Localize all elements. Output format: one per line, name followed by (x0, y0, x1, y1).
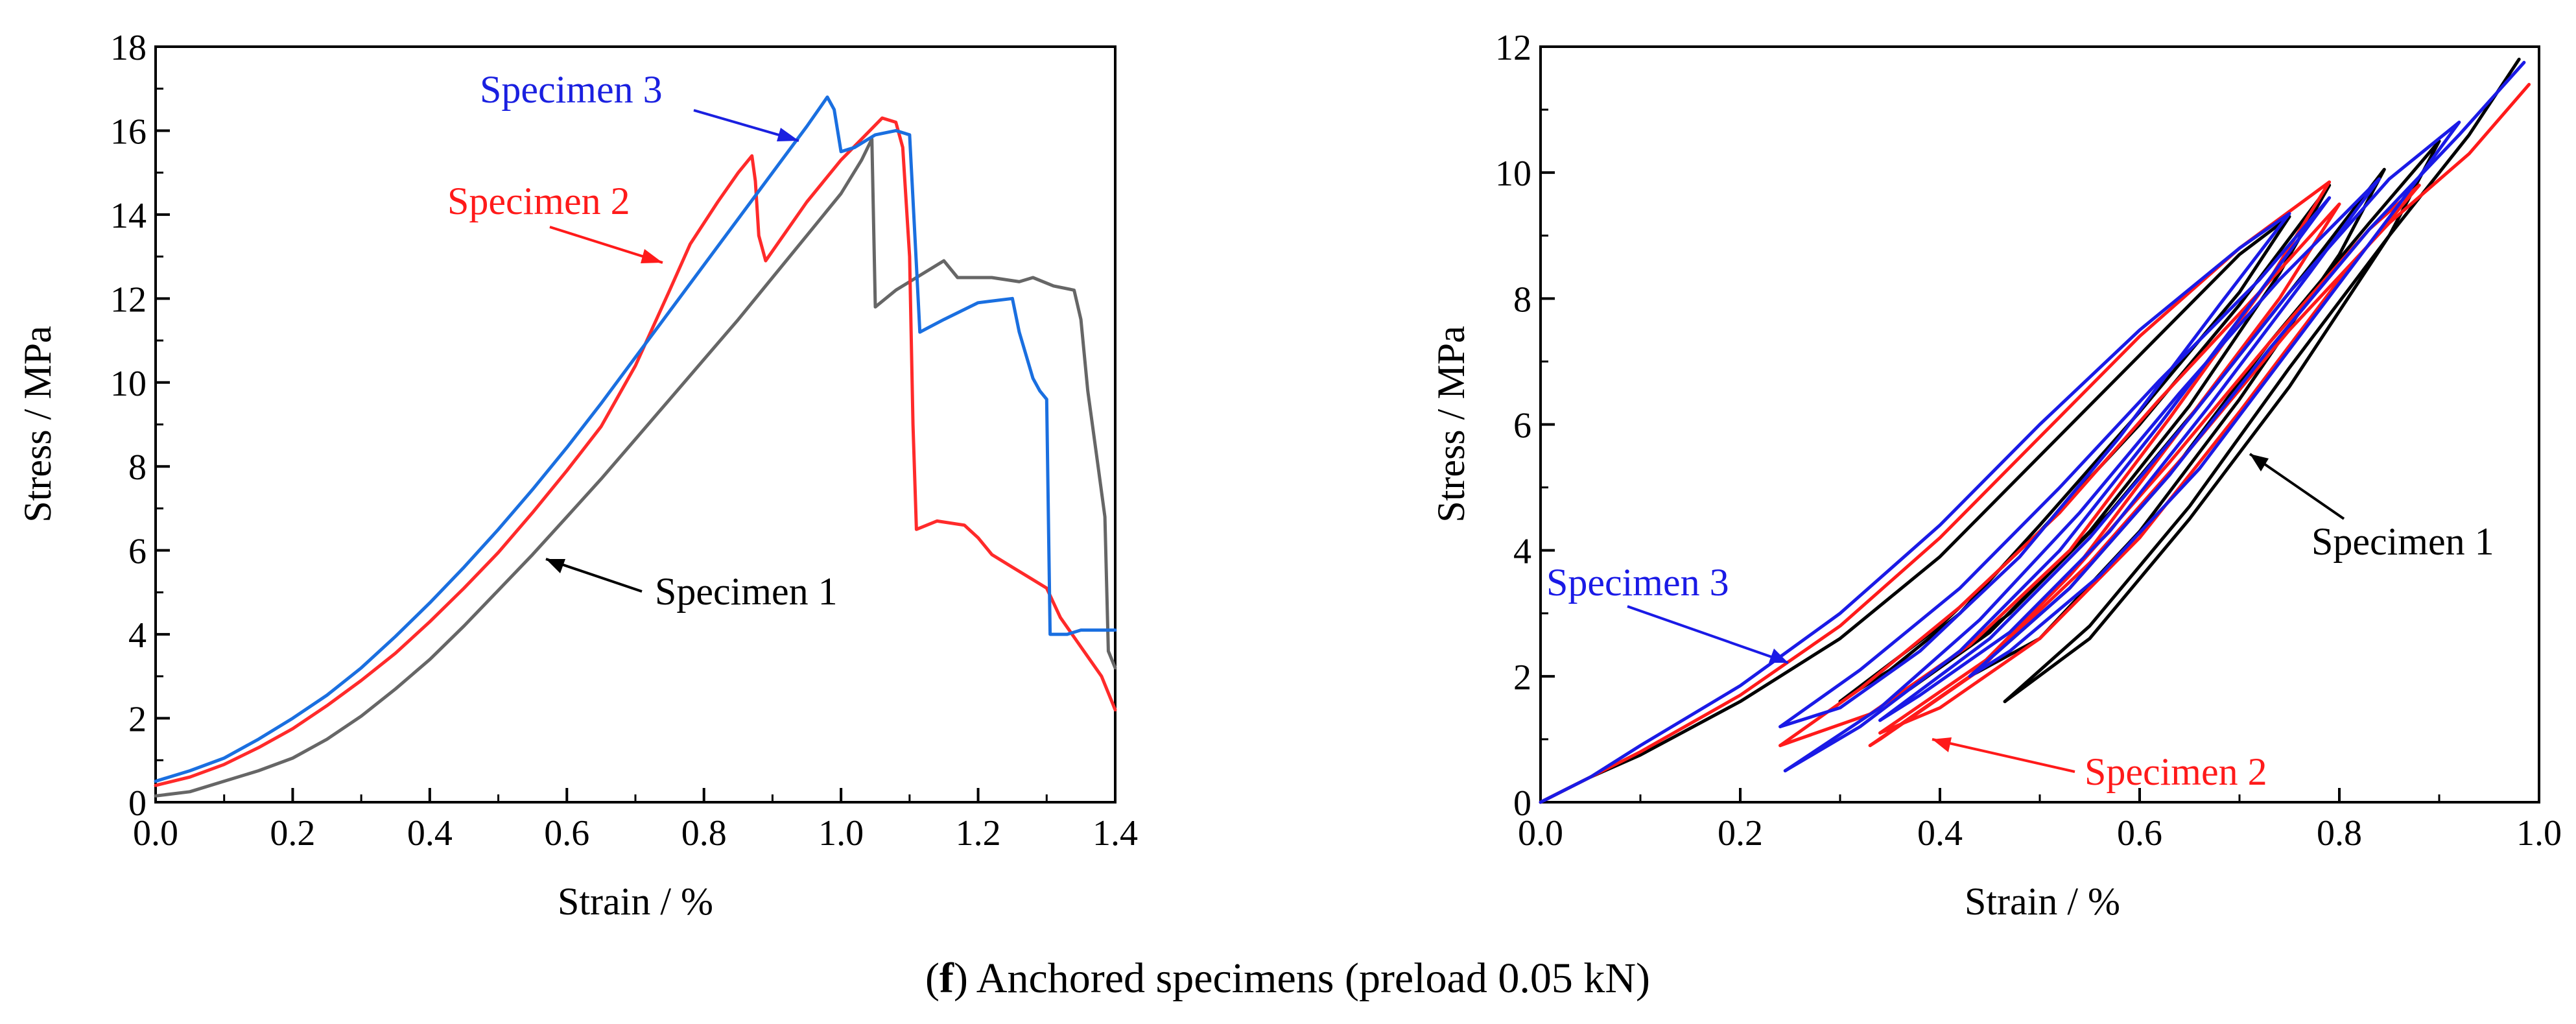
left-series-specimen-2 (154, 116, 1117, 787)
right-series-specimen-1-cycle-5 (2003, 57, 2521, 704)
left-y-tick-label: 8 (128, 447, 147, 488)
right-axis-ticks: 0.0 0.2 0.4 0.6 0.8 1.0 0 2 4 6 8 10 12 (1495, 28, 2562, 853)
right-x-tick-label: 0.6 (2117, 813, 2162, 853)
left-x-tick-label: 0.0 (133, 813, 178, 853)
left-plot-frame (154, 45, 1117, 804)
right-series-specimen-2-cycle-1 (1539, 180, 2332, 804)
left-y-tick-label: 2 (128, 700, 147, 740)
right-series-specimen-3-cycle-3 (1783, 177, 2381, 772)
left-y-tick-label: 4 (128, 615, 147, 656)
right-y-tick-label: 6 (1513, 406, 1531, 446)
right-y-axis-title: Stress / MPa (1430, 326, 1472, 522)
right-y-tick-label: 10 (1495, 154, 1531, 194)
right-x-tick-label: 0.2 (1718, 813, 1763, 853)
right-arrow-specimen-3 (1627, 605, 1789, 664)
right-y-tick-label: 12 (1495, 28, 1531, 68)
left-y-tick-label: 0 (128, 783, 147, 824)
right-series-specimen-2-cycle-3 (1868, 184, 2421, 748)
left-y-tick-label: 18 (110, 28, 147, 68)
right-series-specimen-3-cycle-5 (1968, 60, 2526, 678)
right-series-specimen-2-cycle-4 (1878, 82, 2531, 735)
figure-caption: (f) Anchored specimens (preload 0.05 kN) (925, 955, 1650, 1002)
left-arrowhead-specimen-3 (777, 128, 799, 141)
left-y-tick-label: 14 (110, 196, 147, 236)
right-x-axis-title: Strain / % (1965, 880, 2120, 923)
right-series-specimen-3-cycle-4 (1878, 121, 2461, 722)
right-arrow-specimen-1 (2249, 453, 2345, 520)
caption-prefix: ( (925, 955, 939, 1002)
right-arrowhead-specimen-1 (2250, 454, 2269, 471)
right-chart: 0.0 0.2 0.4 0.6 0.8 1.0 0 2 4 6 8 10 12 Strain / % S… (1430, 28, 2562, 923)
left-x-axis-title: Strain / % (558, 880, 713, 923)
right-series-specimen-1-cycle-2 (1838, 184, 2332, 704)
right-x-tick-label: 1.0 (2516, 813, 2562, 853)
left-x-tick-label: 0.2 (270, 813, 315, 853)
right-series-group (1539, 57, 2531, 804)
left-annotation-specimen-3: Specimen 3 (480, 68, 663, 111)
left-x-tick-label: 0.8 (681, 813, 727, 853)
right-y-tick-label: 4 (1513, 532, 1531, 572)
caption-text: ) Anchored specimens (preload 0.05 kN) (954, 955, 1650, 1002)
right-arrow-specimen-2 (1932, 738, 2075, 773)
left-x-tick-label: 0.6 (544, 813, 589, 853)
caption-letter: f (939, 955, 954, 1002)
left-y-tick-label: 6 (128, 532, 147, 572)
left-x-tick-label: 1.4 (1093, 813, 1138, 853)
right-y-tick-label: 0 (1513, 783, 1531, 824)
left-y-axis-title: Stress / MPa (16, 326, 59, 522)
left-series-group (154, 95, 1117, 798)
left-series-specimen-1 (154, 137, 1117, 798)
right-arrowhead-specimen-2 (1932, 737, 1952, 752)
right-series-specimen-3-cycle-2 (1778, 196, 2332, 772)
right-series-specimen-3-cycle-1 (1539, 211, 2291, 804)
left-chart: 0.0 0.2 0.4 0.6 0.8 1.0 1.2 1.4024681012141618 … (16, 28, 1138, 923)
right-annotation-specimen-2: Specimen 2 (2085, 750, 2267, 793)
right-arrowhead-specimen-3 (1769, 649, 1788, 663)
right-x-tick-label: 0.0 (1518, 813, 1563, 853)
right-y-tick-label: 2 (1513, 658, 1531, 698)
left-x-tick-label: 0.4 (407, 813, 453, 853)
left-series-specimen-3 (154, 95, 1117, 783)
right-y-tick-label: 8 (1513, 280, 1531, 320)
left-y-tick-label: 12 (110, 280, 147, 320)
left-arrowhead-specimen-1 (546, 559, 565, 573)
right-annotation-specimen-3: Specimen 3 (1546, 561, 1729, 604)
left-x-tick-label: 1.0 (818, 813, 864, 853)
left-y-tick-label: 16 (110, 112, 147, 152)
right-x-tick-label: 0.4 (1917, 813, 1963, 853)
left-arrowhead-specimen-2 (641, 249, 663, 263)
left-x-tick-label: 1.2 (956, 813, 1001, 853)
left-axis-ticks: 0.0 0.2 0.4 0.6 0.8 1.0 1.2 1.4 0 2 4 6 8 10 12 14 16 18 (110, 28, 1138, 853)
right-x-tick-label: 0.8 (2317, 813, 2362, 853)
left-y-tick-label: 10 (110, 364, 147, 404)
left-annotation-specimen-2: Specimen 2 (447, 180, 630, 222)
left-annotation-specimen-1: Specimen 1 (655, 570, 838, 613)
right-annotation-specimen-1: Specimen 1 (2311, 520, 2494, 563)
